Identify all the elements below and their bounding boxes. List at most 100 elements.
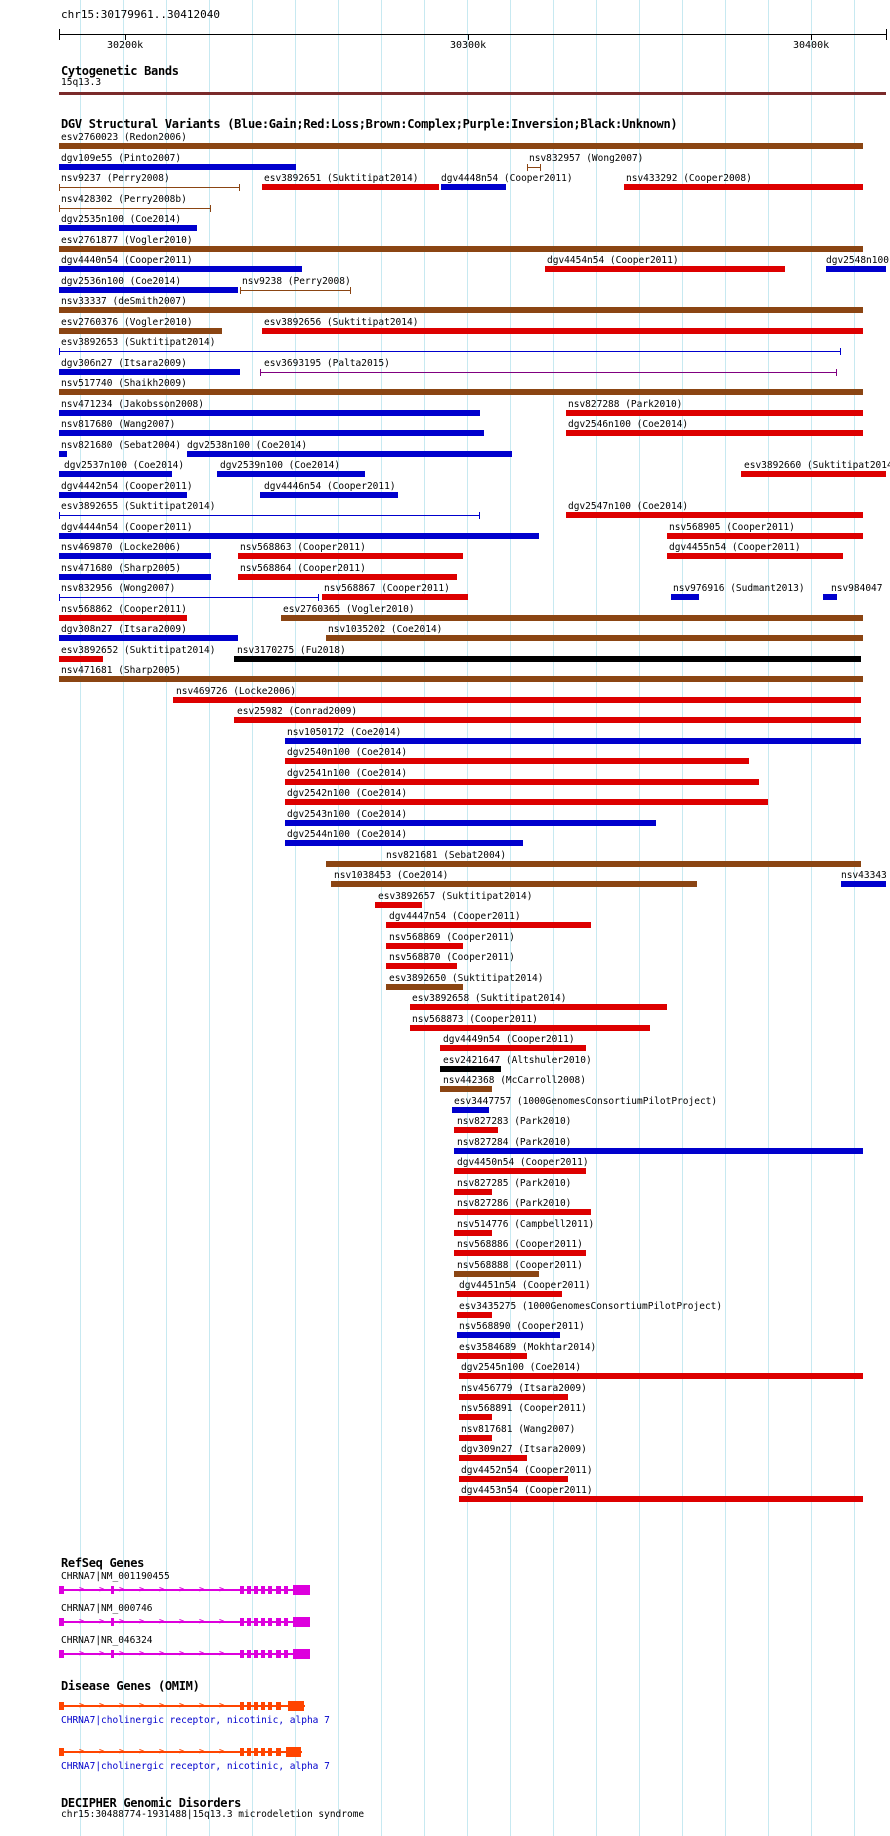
variant-label[interactable]: nsv9237 (Perry2008) (61, 173, 170, 184)
variant-bar[interactable] (322, 594, 468, 600)
variant-bar[interactable] (545, 266, 785, 272)
variant-bar[interactable] (173, 696, 861, 703)
gene-structure[interactable]: > > > > > > > > (59, 1746, 302, 1758)
variant-label[interactable]: dgv4446n54 (Cooper2011) (264, 480, 396, 492)
variant-bar[interactable] (386, 942, 463, 949)
variant-bar[interactable] (285, 819, 656, 826)
variant-label[interactable]: nsv1050172 (Coe2014) (287, 726, 402, 738)
variant-bar[interactable] (566, 512, 863, 518)
variant-label[interactable]: dgv2542n100 (Coe2014) (287, 788, 408, 799)
variant-bar[interactable] (59, 307, 863, 313)
variant-bar[interactable] (59, 532, 539, 539)
variant-bar[interactable] (671, 594, 699, 600)
variant-label[interactable]: nsv568891 (Cooper2011) (461, 1403, 587, 1414)
variant-label[interactable]: esv3892651 (Suktitipat2014) (264, 173, 419, 184)
variant-label[interactable]: nsv428302 (Perry2008b) (61, 193, 187, 205)
variant-label[interactable]: nsv821681 (Sebat2004) (386, 849, 507, 861)
variant-bar[interactable] (217, 471, 365, 477)
variant-label[interactable]: nsv827288 (Park2010) (568, 398, 683, 410)
variant-label[interactable]: nsv984047 (831, 583, 883, 594)
variant-bar[interactable] (459, 1393, 568, 1400)
variant-label[interactable]: nsv568863 (Cooper2011) (240, 542, 366, 553)
variant-bar[interactable] (452, 1106, 489, 1113)
variant-label[interactable]: dgv2543n100 (Coe2014) (287, 808, 408, 820)
variant-label[interactable]: dgv4455n54 (Cooper2011) (669, 542, 801, 553)
gene-structure[interactable]: > > > > > > > > (59, 1648, 310, 1660)
variant-label[interactable]: esv3892650 (Suktitipat2014) (389, 972, 544, 984)
variant-label[interactable]: nsv9238 (Perry2008) (242, 275, 351, 287)
variant-bar[interactable] (326, 860, 861, 867)
variant-bar[interactable] (331, 881, 697, 887)
gene-label[interactable]: CHRNA7|NM_000746 (61, 1603, 153, 1614)
variant-bar[interactable] (386, 922, 591, 928)
variant-label[interactable]: nsv568890 (Cooper2011) (459, 1321, 585, 1332)
variant-label[interactable]: dgv109e55 (Pinto2007) (61, 152, 182, 164)
variant-label[interactable]: nsv976916 (Sudmant2013) (673, 583, 805, 594)
variant-bar[interactable] (59, 512, 480, 519)
variant-bar[interactable] (260, 491, 398, 498)
variant-bar[interactable] (59, 368, 240, 375)
variant-label[interactable]: dgv4448n54 (Cooper2011) (441, 173, 573, 184)
variant-label[interactable]: nsv568869 (Cooper2011) (389, 931, 515, 943)
variant-label[interactable]: nsv433292 (Cooper2008) (626, 173, 752, 184)
variant-bar[interactable] (375, 901, 422, 908)
variant-bar[interactable] (624, 184, 863, 190)
variant-bar[interactable] (823, 594, 837, 600)
variant-label[interactable]: nsv821680 (Sebat2004) (61, 439, 182, 451)
variant-label[interactable]: nsv442368 (McCarroll2008) (443, 1075, 586, 1086)
variant-label[interactable]: nsv1035202 (Coe2014) (328, 624, 443, 635)
variant-label[interactable]: nsv471234 (Jakobsson2008) (61, 398, 204, 410)
variant-label[interactable]: dgv4444n54 (Cooper2011) (61, 521, 193, 533)
variant-bar[interactable] (459, 1475, 568, 1482)
variant-bar[interactable] (667, 553, 843, 559)
variant-bar[interactable] (826, 266, 886, 272)
variant-bar[interactable] (454, 1229, 492, 1236)
variant-label[interactable]: nsv827284 (Park2010) (457, 1136, 572, 1148)
variant-bar[interactable] (285, 840, 523, 846)
variant-label[interactable]: esv2761877 (Vogler2010) (61, 234, 193, 246)
variant-bar[interactable] (59, 225, 197, 231)
decipher-entry-label[interactable]: chr15:30488774-1931488|15q13.3 microdele… (61, 1809, 365, 1820)
gene-label[interactable]: CHRNA7|cholinergic receptor, nicotinic, … (61, 1761, 330, 1772)
variant-bar[interactable] (281, 614, 863, 621)
variant-bar[interactable] (454, 1168, 586, 1174)
variant-bar[interactable] (566, 409, 863, 416)
variant-label[interactable]: nsv568905 (Cooper2011) (669, 521, 795, 533)
variant-label[interactable]: esv3892658 (Suktitipat2014) (412, 993, 567, 1004)
variant-bar[interactable] (59, 430, 484, 436)
gene-structure[interactable]: > > > > > > > > (59, 1700, 305, 1712)
variant-label[interactable]: nsv43343 (841, 870, 887, 881)
variant-label[interactable]: dgv2541n100 (Coe2014) (287, 767, 408, 779)
variant-bar[interactable] (410, 1024, 650, 1031)
variant-label[interactable]: esv2760023 (Redon2006) (61, 132, 187, 143)
variant-label[interactable]: esv3892652 (Suktitipat2014) (61, 644, 216, 656)
variant-bar[interactable] (59, 143, 863, 149)
variant-bar[interactable] (240, 286, 351, 294)
variant-bar[interactable] (741, 471, 886, 477)
variant-bar[interactable] (454, 1250, 586, 1256)
variant-bar[interactable] (59, 286, 238, 293)
variant-label[interactable]: dgv4454n54 (Cooper2011) (547, 255, 679, 266)
variant-bar[interactable] (457, 1332, 560, 1338)
variant-label[interactable]: dgv2548n100 (Cooper2011) (826, 255, 890, 266)
variant-bar[interactable] (59, 409, 480, 416)
variant-bar[interactable] (410, 1004, 667, 1010)
gene-label[interactable]: CHRNA7|NR_046324 (61, 1635, 153, 1646)
variant-label[interactable]: nsv3170275 (Fu2018) (237, 644, 346, 656)
gene-label[interactable]: CHRNA7|cholinergic receptor, nicotinic, … (61, 1715, 330, 1726)
variant-label[interactable]: nsv1038453 (Coe2014) (334, 870, 449, 881)
variant-bar[interactable] (459, 1434, 492, 1441)
variant-bar[interactable] (441, 184, 506, 190)
variant-label[interactable]: dgv2545n100 (Coe2014) (461, 1362, 582, 1373)
variant-bar[interactable] (238, 573, 457, 580)
variant-bar[interactable] (59, 450, 67, 457)
variant-bar[interactable] (285, 737, 861, 744)
variant-label[interactable]: dgv4450n54 (Cooper2011) (457, 1157, 589, 1168)
variant-label[interactable]: esv3693195 (Palta2015) (264, 357, 390, 369)
variant-bar[interactable] (285, 799, 768, 805)
variant-bar[interactable] (459, 1496, 863, 1502)
variant-label[interactable]: nsv817680 (Wang2007) (61, 419, 176, 430)
variant-label[interactable]: dgv309n27 (Itsara2009) (461, 1444, 587, 1455)
variant-bar[interactable] (454, 1147, 863, 1154)
variant-bar[interactable] (459, 1373, 863, 1379)
